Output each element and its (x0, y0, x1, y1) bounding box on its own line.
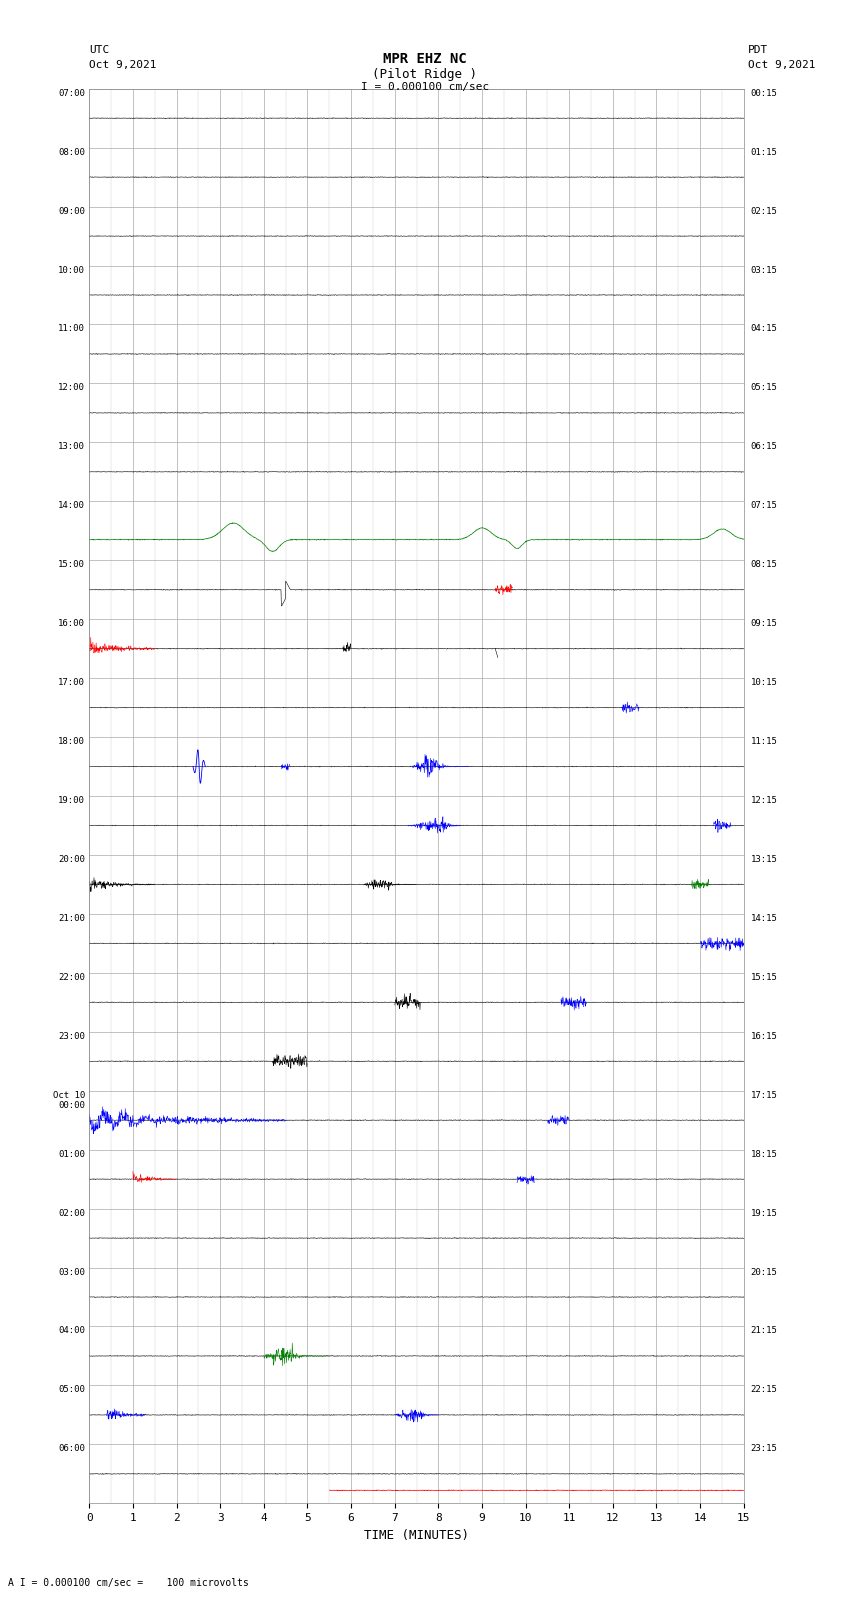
Text: 17:15: 17:15 (751, 1090, 778, 1100)
Text: (Pilot Ridge ): (Pilot Ridge ) (372, 68, 478, 81)
Text: 06:00: 06:00 (58, 1444, 85, 1453)
Text: MPR EHZ NC: MPR EHZ NC (383, 52, 467, 66)
Text: 19:15: 19:15 (751, 1208, 778, 1218)
Text: 23:15: 23:15 (751, 1444, 778, 1453)
Text: 14:15: 14:15 (751, 915, 778, 923)
Text: 09:15: 09:15 (751, 619, 778, 627)
Text: 03:00: 03:00 (58, 1268, 85, 1276)
Text: 00:15: 00:15 (751, 89, 778, 98)
Text: 09:00: 09:00 (58, 206, 85, 216)
Text: 16:00: 16:00 (58, 619, 85, 627)
Text: Oct 9,2021: Oct 9,2021 (89, 60, 156, 69)
Text: Oct 10
00:00: Oct 10 00:00 (53, 1090, 85, 1110)
Text: 11:00: 11:00 (58, 324, 85, 334)
Text: 15:00: 15:00 (58, 560, 85, 569)
Text: 06:15: 06:15 (751, 442, 778, 452)
Text: 05:15: 05:15 (751, 384, 778, 392)
Text: 02:15: 02:15 (751, 206, 778, 216)
Text: 12:15: 12:15 (751, 797, 778, 805)
Text: 01:15: 01:15 (751, 148, 778, 156)
Text: UTC: UTC (89, 45, 110, 55)
Text: 12:00: 12:00 (58, 384, 85, 392)
Text: 20:00: 20:00 (58, 855, 85, 865)
Text: 18:15: 18:15 (751, 1150, 778, 1158)
Text: 17:00: 17:00 (58, 677, 85, 687)
Text: I = 0.000100 cm/sec: I = 0.000100 cm/sec (361, 82, 489, 92)
Text: 10:15: 10:15 (751, 677, 778, 687)
Text: 08:00: 08:00 (58, 148, 85, 156)
Text: 20:15: 20:15 (751, 1268, 778, 1276)
Text: 01:00: 01:00 (58, 1150, 85, 1158)
Text: 08:15: 08:15 (751, 560, 778, 569)
Text: 23:00: 23:00 (58, 1032, 85, 1040)
Text: A I = 0.000100 cm/sec =    100 microvolts: A I = 0.000100 cm/sec = 100 microvolts (8, 1578, 249, 1587)
Text: 22:15: 22:15 (751, 1386, 778, 1394)
Text: 04:15: 04:15 (751, 324, 778, 334)
Text: Oct 9,2021: Oct 9,2021 (748, 60, 815, 69)
Text: 13:15: 13:15 (751, 855, 778, 865)
Text: 22:00: 22:00 (58, 973, 85, 982)
X-axis label: TIME (MINUTES): TIME (MINUTES) (364, 1529, 469, 1542)
Text: 15:15: 15:15 (751, 973, 778, 982)
Text: 21:00: 21:00 (58, 915, 85, 923)
Text: 10:00: 10:00 (58, 266, 85, 274)
Text: 11:15: 11:15 (751, 737, 778, 747)
Text: 19:00: 19:00 (58, 797, 85, 805)
Text: 02:00: 02:00 (58, 1208, 85, 1218)
Text: PDT: PDT (748, 45, 768, 55)
Text: 14:00: 14:00 (58, 502, 85, 510)
Text: 21:15: 21:15 (751, 1326, 778, 1336)
Text: 07:00: 07:00 (58, 89, 85, 98)
Text: 04:00: 04:00 (58, 1326, 85, 1336)
Text: 18:00: 18:00 (58, 737, 85, 747)
Text: 07:15: 07:15 (751, 502, 778, 510)
Text: 16:15: 16:15 (751, 1032, 778, 1040)
Text: 03:15: 03:15 (751, 266, 778, 274)
Text: 13:00: 13:00 (58, 442, 85, 452)
Text: 05:00: 05:00 (58, 1386, 85, 1394)
